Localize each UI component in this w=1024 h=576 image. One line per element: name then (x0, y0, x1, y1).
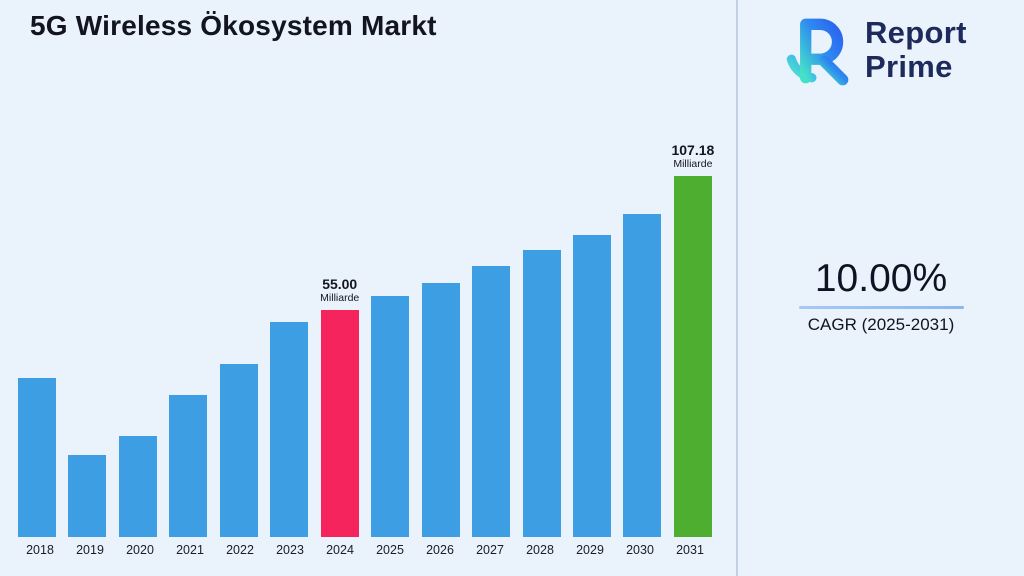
x-tick-2026: 2026 (426, 543, 454, 557)
bar-2019 (68, 455, 107, 537)
bar-column-2027 (472, 120, 511, 537)
report-prime-logo-icon (786, 18, 849, 86)
x-tick-2019: 2019 (76, 543, 104, 557)
cagr-underline (798, 306, 964, 309)
bar-annotation-2024: 55.00 Milliarde (320, 276, 359, 305)
vertical-divider (736, 0, 738, 576)
chart-title: 5G Wireless Ökosystem Markt (30, 10, 437, 41)
x-tick-2025: 2025 (376, 543, 404, 557)
x-tick-2029: 2029 (576, 543, 604, 557)
bar-2027 (472, 266, 511, 537)
x-tick-2021: 2021 (176, 543, 204, 557)
x-tick-2018: 2018 (26, 543, 54, 557)
cagr-value: 10.00% (814, 257, 948, 300)
bar-chart: 55.00 Milliarde 107.18 Milliarde (18, 120, 714, 537)
annotation-value: 107.18 (671, 142, 715, 158)
report-prime-wordmark: Report Prime (865, 16, 967, 84)
cagr-block: 10.00% CAGR (2025-2031) (739, 256, 1023, 335)
bar-2024 (320, 310, 359, 537)
bar-2018 (18, 378, 56, 537)
x-tick-2031: 2031 (676, 543, 704, 557)
x-tick-2027: 2027 (476, 543, 504, 557)
annotation-unit: Milliarde (673, 158, 713, 170)
bar-2026 (421, 283, 460, 537)
bar-column-2022 (219, 120, 258, 537)
x-tick-2030: 2030 (626, 543, 654, 557)
bar-2020 (118, 436, 157, 537)
bar-annotation-2031: 107.18 Milliarde (671, 142, 714, 171)
report-prime-logo: Report Prime (779, 12, 967, 88)
bar-column-2029 (572, 120, 611, 537)
bar-column-2024: 55.00 Milliarde (320, 120, 359, 537)
bar-2031 (673, 176, 712, 537)
bar-column-2018 (18, 120, 56, 537)
bar-2023 (270, 322, 309, 537)
bar-2021 (169, 395, 208, 537)
x-tick-2023: 2023 (276, 543, 304, 557)
bar-column-2023 (270, 120, 309, 537)
x-tick-2022: 2022 (226, 543, 254, 557)
annotation-unit: Milliarde (320, 292, 360, 304)
annotation-value: 55.00 (322, 276, 358, 292)
bar-2025 (371, 296, 410, 537)
bar-column-2025 (371, 120, 410, 537)
x-tick-2020: 2020 (126, 543, 154, 557)
bar-2022 (219, 364, 258, 537)
x-tick-2024: 2024 (326, 543, 354, 557)
bar-column-2019 (68, 120, 107, 537)
bar-column-2021 (169, 120, 208, 537)
logo-word-prime: Prime (865, 49, 953, 84)
bar-2029 (572, 235, 611, 537)
cagr-label: CAGR (2025-2031) (807, 315, 955, 334)
bar-2030 (623, 214, 662, 537)
bar-column-2028 (522, 120, 561, 537)
bar-column-2030 (623, 120, 662, 537)
bar-column-2020 (118, 120, 157, 537)
x-tick-2028: 2028 (526, 543, 554, 557)
x-axis-labels: 2018 2019 2020 2021 2022 2023 2024 2025 2026 2027… (18, 543, 712, 557)
bar-2028 (522, 250, 561, 537)
logo-word-report: Report (865, 15, 967, 50)
bar-column-2031: 107.18 Milliarde (671, 120, 714, 537)
bar-column-2026 (421, 120, 460, 537)
